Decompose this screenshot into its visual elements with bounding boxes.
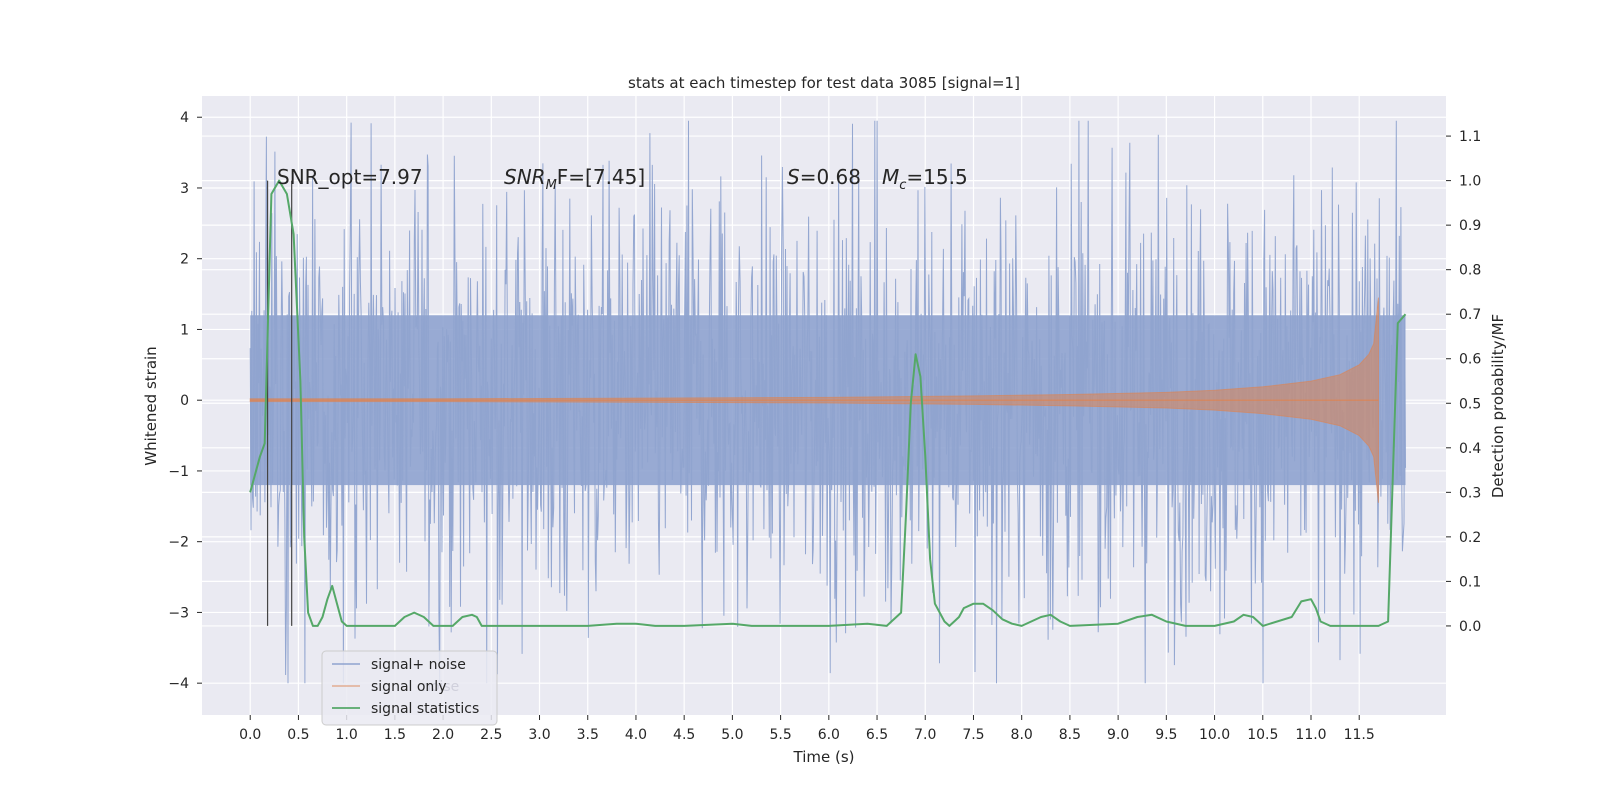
series-signal-only xyxy=(249,297,1379,503)
annotation-snr-mf-suffix: F=[7.45] xyxy=(557,165,645,189)
y-left-tick-label: 1 xyxy=(180,322,189,338)
x-tick-label: 6.5 xyxy=(866,727,888,743)
y-axis-right-label: Detection probability/MF xyxy=(1489,314,1507,498)
x-tick-label: 6.0 xyxy=(818,727,840,743)
legend: noise signal+ noise signal only signal s… xyxy=(321,650,498,726)
y-right-tick-label: 1.0 xyxy=(1459,174,1481,190)
y-right-tick-label: 0.9 xyxy=(1459,218,1481,234)
x-tick-label: 11.0 xyxy=(1295,727,1326,743)
annotation-mc: Mc=15.5 xyxy=(882,165,968,193)
annotations: SNR_opt=7.97 SNRMF=[7.45] S=0.68 Mc=15.5 xyxy=(277,165,968,193)
y-axis-left-ticks: −4 −3 −2 −1 0 1 2 3 4 xyxy=(168,110,202,692)
x-tick-label: 8.5 xyxy=(1059,727,1081,743)
y-right-tick-label: 0.2 xyxy=(1459,530,1481,546)
x-tick-label: 1.0 xyxy=(336,727,358,743)
legend-label-signal-plus-noise: signal+ noise xyxy=(371,657,466,673)
y-right-tick-label: 0.1 xyxy=(1459,574,1481,590)
x-tick-label: 5.5 xyxy=(769,727,791,743)
x-tick-label: 7.5 xyxy=(962,727,984,743)
y-right-tick-label: 0.3 xyxy=(1459,485,1481,501)
y-right-tick-label: 0.4 xyxy=(1459,441,1481,457)
y-right-tick-label: 0.6 xyxy=(1459,352,1481,368)
annotation-mc-sub: c xyxy=(899,178,906,193)
annotation-snr-opt: SNR_opt=7.97 xyxy=(277,165,423,189)
x-tick-label: 1.5 xyxy=(384,727,406,743)
x-axis-ticks: 0.0 0.5 1.0 1.5 2.0 2.5 3.0 3.5 4.0 4.5 5.0 5.5 6.0 6… xyxy=(239,715,1375,743)
x-tick-label: 7.0 xyxy=(914,727,936,743)
x-tick-label: 5.0 xyxy=(721,727,743,743)
series-signal-statistics xyxy=(249,179,1407,627)
annotation-mc-val: =15.5 xyxy=(906,165,967,189)
y-left-tick-label: 0 xyxy=(180,393,189,409)
annotation-s-val: =0.68 xyxy=(800,165,861,189)
x-tick-label: 8.0 xyxy=(1011,727,1033,743)
y-left-tick-label: 3 xyxy=(180,181,189,197)
x-tick-label: 11.5 xyxy=(1344,727,1375,743)
marker-lines xyxy=(266,180,293,626)
legend-label-signal-statistics: signal statistics xyxy=(371,701,479,717)
y-right-tick-label: 0.5 xyxy=(1459,396,1481,412)
y-right-tick-label: 0.0 xyxy=(1459,619,1481,635)
y-left-tick-label: −1 xyxy=(168,464,189,480)
legend-label-signal-only: signal only xyxy=(371,679,446,695)
y-axis-right-ticks: 0.0 0.1 0.2 0.3 0.4 0.5 0.6 0.7 0.8 0.9 1.0 1.1 xyxy=(1446,129,1481,635)
legend-box xyxy=(321,650,498,726)
x-tick-label: 4.5 xyxy=(673,727,695,743)
y-left-tick-label: −4 xyxy=(168,676,189,692)
annotation-s-var: S xyxy=(787,165,800,189)
y-right-tick-label: 0.8 xyxy=(1459,263,1481,279)
x-tick-label: 0.0 xyxy=(239,727,261,743)
x-tick-label: 10.0 xyxy=(1199,727,1230,743)
annotation-s: S=0.68 xyxy=(787,165,861,189)
y-right-tick-label: 1.1 xyxy=(1459,129,1481,145)
y-left-tick-label: −3 xyxy=(168,605,189,621)
annotation-snr-mf-prefix: SNR xyxy=(504,165,546,189)
y-axis-left-label: Whitened strain xyxy=(142,346,160,465)
x-tick-label: 0.5 xyxy=(287,727,309,743)
y-left-tick-label: 2 xyxy=(180,252,189,268)
x-tick-label: 9.5 xyxy=(1155,727,1177,743)
annotation-snr-mf: SNRMF=[7.45] xyxy=(504,165,645,193)
noise-trace xyxy=(249,120,1406,684)
annotation-mc-var: M xyxy=(882,165,899,189)
x-tick-label: 2.0 xyxy=(432,727,454,743)
x-tick-label: 3.0 xyxy=(528,727,550,743)
y-left-tick-label: 4 xyxy=(180,110,189,126)
x-tick-label: 10.5 xyxy=(1247,727,1278,743)
annotation-snr-mf-sub: M xyxy=(546,178,557,193)
legend-ghost-text: noise xyxy=(422,679,459,695)
chart-title: stats at each timestep for test data 308… xyxy=(628,74,1020,92)
signal-statistics-line xyxy=(249,179,1407,627)
x-tick-label: 2.5 xyxy=(480,727,502,743)
x-tick-label: 3.5 xyxy=(577,727,599,743)
y-left-tick-label: −2 xyxy=(168,535,189,551)
x-tick-label: 9.0 xyxy=(1107,727,1129,743)
x-axis-label: Time (s) xyxy=(793,748,855,766)
x-tick-label: 4.0 xyxy=(625,727,647,743)
y-right-tick-label: 0.7 xyxy=(1459,307,1481,323)
